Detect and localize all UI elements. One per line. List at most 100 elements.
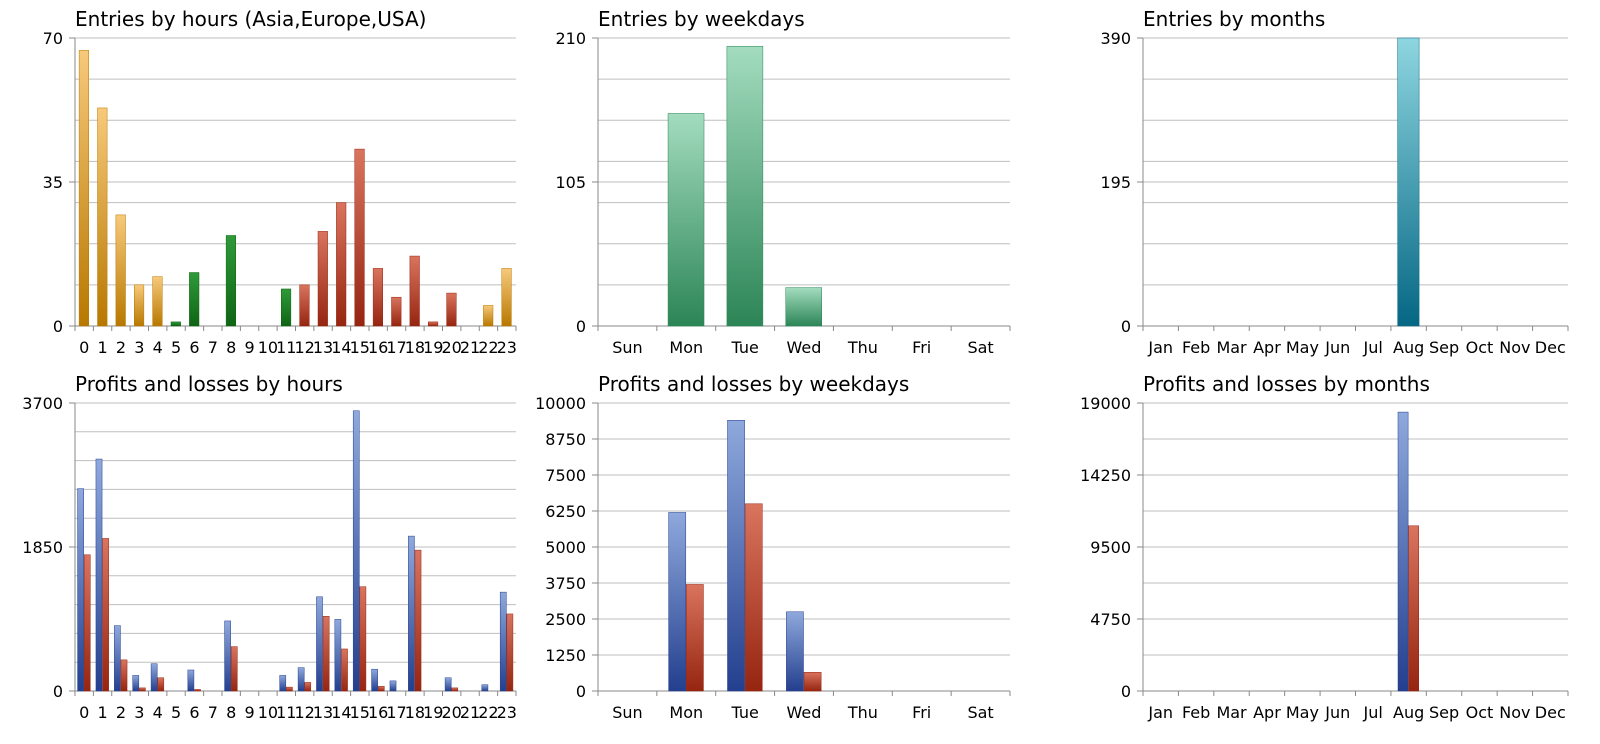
x-tick-label: 15 [350,338,370,357]
x-tick-label: 11 [276,703,296,722]
x-tick-label: Mon [669,338,703,357]
bar [501,268,512,327]
bar [391,296,402,327]
x-tick-label: 15 [350,703,370,722]
x-tick-label: 2 [116,338,126,357]
x-tick-label: Jan [1147,338,1173,357]
bar [78,50,89,327]
y-tick-label: 195 [1100,173,1131,192]
bar [409,255,420,327]
x-tick-label: 4 [153,703,163,722]
bar [371,668,378,692]
x-tick-label: Jan [1147,703,1173,722]
bar [224,620,231,692]
y-tick-label: 0 [576,682,586,701]
x-tick-label: 0 [79,338,89,357]
bar [727,420,745,692]
bar [139,687,146,692]
bar [744,503,763,692]
bar [134,284,145,327]
y-tick-label: 210 [555,29,586,48]
x-tick-label: 6 [189,703,199,722]
bar [83,554,91,692]
x-tick-label: 22 [478,338,498,357]
x-tick-label: Wed [787,338,822,357]
y-tick-label: 6250 [545,502,586,521]
y-tick-label: 8750 [545,430,586,449]
bar [150,663,158,692]
x-tick-label: 6 [189,338,199,357]
x-tick-label: 10 [258,703,278,722]
bar [334,619,342,692]
bar [667,113,705,327]
bar [506,613,514,692]
bar [1408,525,1419,692]
x-tick-label: 14 [331,338,351,357]
x-tick-label: 12 [295,338,315,357]
x-tick-label: 11 [276,338,296,357]
chart-title: Profits and losses by weekdays [598,372,909,396]
x-tick-label: 9 [244,338,254,357]
chart-2: Entries by weekdays 0 105 210 Sun Mon Tue Wed Th… [555,7,1011,357]
x-tick-label: Thu [847,703,878,722]
x-tick-label: Feb [1182,703,1210,722]
x-tick-label: 23 [497,338,517,357]
x-tick-label: Sun [612,703,642,722]
x-tick-label: Tue [730,338,758,357]
bar [95,458,103,692]
x-tick-label: Sun [612,338,642,357]
bar [499,591,507,692]
y-tick-label: 2500 [545,610,586,629]
bar [481,684,489,692]
bar [668,512,687,692]
x-tick-label: 20 [442,338,462,357]
chart-1: Entries by hours (Asia,Europe,USA)035700… [43,7,517,357]
y-tick-label: 14250 [1080,466,1131,485]
x-tick-label: Feb [1182,338,1210,357]
x-tick-label: 22 [478,703,498,722]
x-tick-label: Dec [1535,703,1566,722]
chart-title: Profits and losses by hours [75,372,343,396]
bar [1397,37,1420,327]
y-tick-label: 0 [1121,317,1131,336]
bar [77,488,84,692]
bar [102,538,109,692]
y-tick-label: 10000 [535,394,586,413]
y-tick-label: 1850 [22,538,63,557]
bar [304,682,312,692]
x-tick-label: 8 [226,338,236,357]
x-tick-label: Mar [1216,703,1247,722]
x-tick-label: 5 [171,338,181,357]
x-tick-label: 17 [386,703,406,722]
y-tick-label: 105 [555,173,586,192]
x-tick-label: Mon [669,703,703,722]
x-tick-label: Jul [1363,338,1383,357]
bar [686,584,704,692]
x-tick-label: Fri [912,703,931,722]
bar [152,276,163,327]
x-tick-label: 16 [368,703,388,722]
x-tick-label: Jun [1324,338,1350,357]
x-tick-label: 21 [460,703,480,722]
y-tick-label: 35 [43,173,63,192]
bar [279,675,287,692]
x-tick-label: 2 [116,703,126,722]
bar [451,687,459,692]
x-tick-label: 14 [331,703,351,722]
x-tick-label: 21 [460,338,480,357]
bar [341,648,348,692]
x-tick-label: 1 [97,703,107,722]
y-tick-label: 9500 [1090,538,1131,557]
x-tick-label: Apr [1253,703,1281,722]
bar [726,45,764,327]
x-tick-label: 13 [313,338,333,357]
x-tick-label: Tue [730,703,758,722]
x-tick-label: Oct [1466,338,1494,357]
bar [352,410,360,692]
x-tick-label: Dec [1535,338,1566,357]
x-tick-label: Oct [1466,703,1494,722]
y-tick-label: 3750 [545,574,586,593]
bar [115,214,126,327]
x-tick-label: Mar [1216,338,1247,357]
